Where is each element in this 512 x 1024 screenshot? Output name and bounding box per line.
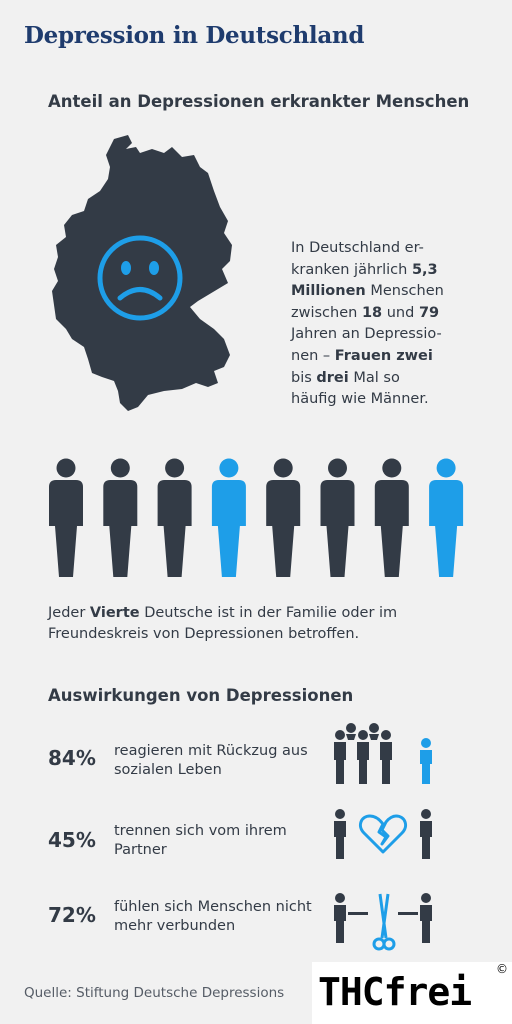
germany-map-icon [52, 135, 232, 411]
scissors-cut-icon [334, 893, 432, 951]
source-note: Quelle: Stiftung Deutsche Depressions [24, 985, 285, 1001]
person-figure-icon [429, 458, 464, 577]
person-figure-icon [49, 458, 83, 577]
effect-text: trennen sich vom ihrem Partner [114, 823, 287, 858]
effect-percent: 72% [48, 903, 96, 927]
person-figure-icon [266, 458, 301, 577]
person-figure-icon [320, 458, 355, 577]
effect-percent: 84% [48, 746, 96, 770]
effect-text: reagieren mit Rückzug aus sozialen Leben [114, 743, 308, 778]
section-subtitle: Anteil an Depressionen erkrankter Mensch… [48, 92, 470, 111]
person-figure-icon [103, 458, 138, 577]
logo-text: THCfrei [318, 970, 472, 1014]
copyright-mark: © [496, 962, 508, 976]
page-title: Depression in Deutschland [24, 22, 365, 49]
sad-face-icon [97, 235, 183, 321]
people-row [49, 458, 464, 577]
person-figure-icon [157, 458, 192, 577]
effect-text: fühlen sich Menschen nicht mehr verbunde… [114, 899, 312, 934]
withdrawn-person-icon [334, 723, 432, 784]
person-figure-icon [374, 458, 409, 577]
thcfrei-logo: THCfrei © [312, 962, 512, 1024]
effects-title: Auswirkungen von Depressionen [48, 686, 354, 705]
family-caption: Jeder Vierte Deutsche ist in der Familie… [48, 605, 398, 642]
person-figure-icon [211, 458, 246, 577]
prevalence-description: In Deutschland er- kranken jährlich 5,3 … [291, 240, 444, 408]
effect-percent: 45% [48, 828, 96, 852]
broken-heart-icon [334, 809, 432, 859]
